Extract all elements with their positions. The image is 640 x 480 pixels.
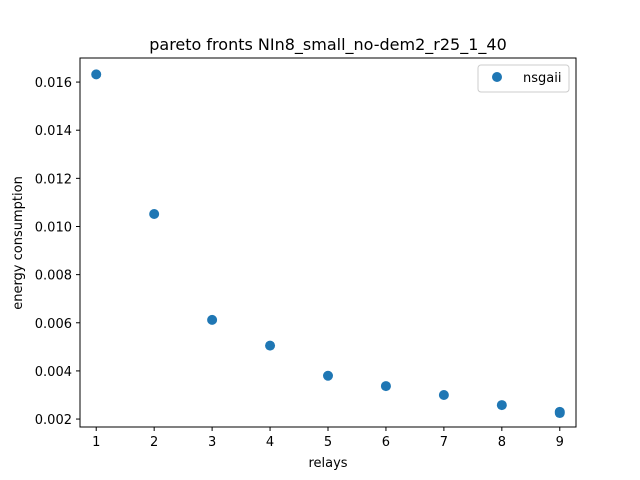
x-tick-label: 5 [324,435,332,450]
x-axis-label: relays [308,456,347,471]
plot-background [80,58,576,427]
y-tick-label: 0.012 [35,172,72,187]
x-tick-label: 8 [498,435,506,450]
chart-title: pareto fronts NIn8_small_no-dem2_r25_1_4… [149,35,507,55]
x-tick-label: 3 [208,435,216,450]
plot-area [79,57,577,428]
y-axis-label: energy consumption [11,176,26,310]
data-point-nsgaii [149,208,160,219]
data-point-nsgaii [380,381,391,392]
legend: nsgaii [477,64,570,93]
x-tick-label: 4 [266,435,274,450]
x-tick-label: 6 [382,435,390,450]
x-axis-ticks: 1 2 3 4 5 6 7 8 9 [92,427,564,450]
data-point-nsgaii [554,408,565,419]
x-tick-label: 1 [92,435,100,450]
y-tick-label: 0.002 [35,413,72,428]
data-point-nsgaii [438,389,449,400]
y-tick-label: 0.014 [35,124,72,139]
legend-frame [477,64,570,93]
x-tick-label: 9 [556,435,564,450]
data-point-nsgaii [91,69,102,80]
y-tick-label: 0.010 [35,220,72,235]
data-point-nsgaii [496,400,507,411]
data-point-nsgaii [265,340,276,351]
y-tick-label: 0.006 [35,317,72,332]
y-axis-ticks: 0.002 0.004 0.006 0.008 0.010 0.012 0.014 0.016 [35,76,80,428]
x-tick-label: 2 [150,435,158,450]
y-tick-label: 0.008 [35,269,72,284]
data-point-nsgaii [207,314,218,325]
legend-marker-nsgaii [492,72,502,82]
y-tick-label: 0.016 [35,76,72,91]
legend-label-nsgaii: nsgaii [523,71,561,86]
data-point-nsgaii [323,370,333,381]
x-tick-label: 7 [440,435,448,450]
series-points [91,69,565,419]
y-tick-label: 0.004 [35,365,72,380]
